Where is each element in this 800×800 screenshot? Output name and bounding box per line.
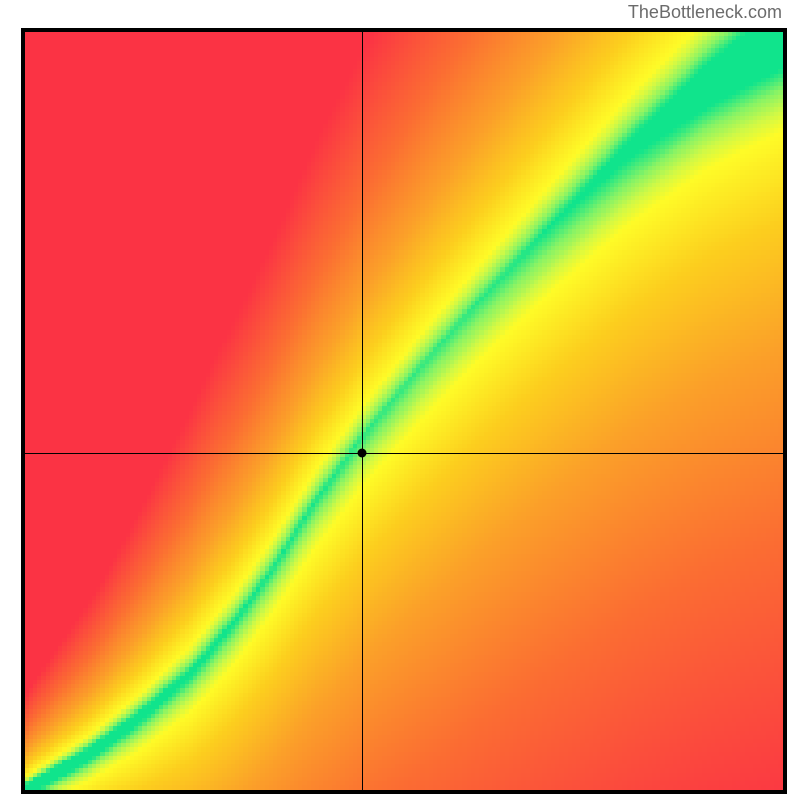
chart-frame [21, 28, 787, 794]
crosshair-dot [358, 448, 367, 457]
crosshair-horizontal [25, 453, 783, 454]
heatmap-canvas [25, 32, 783, 790]
watermark-text: TheBottleneck.com [628, 2, 782, 23]
crosshair-vertical [362, 32, 363, 790]
chart-container: TheBottleneck.com [0, 0, 800, 800]
